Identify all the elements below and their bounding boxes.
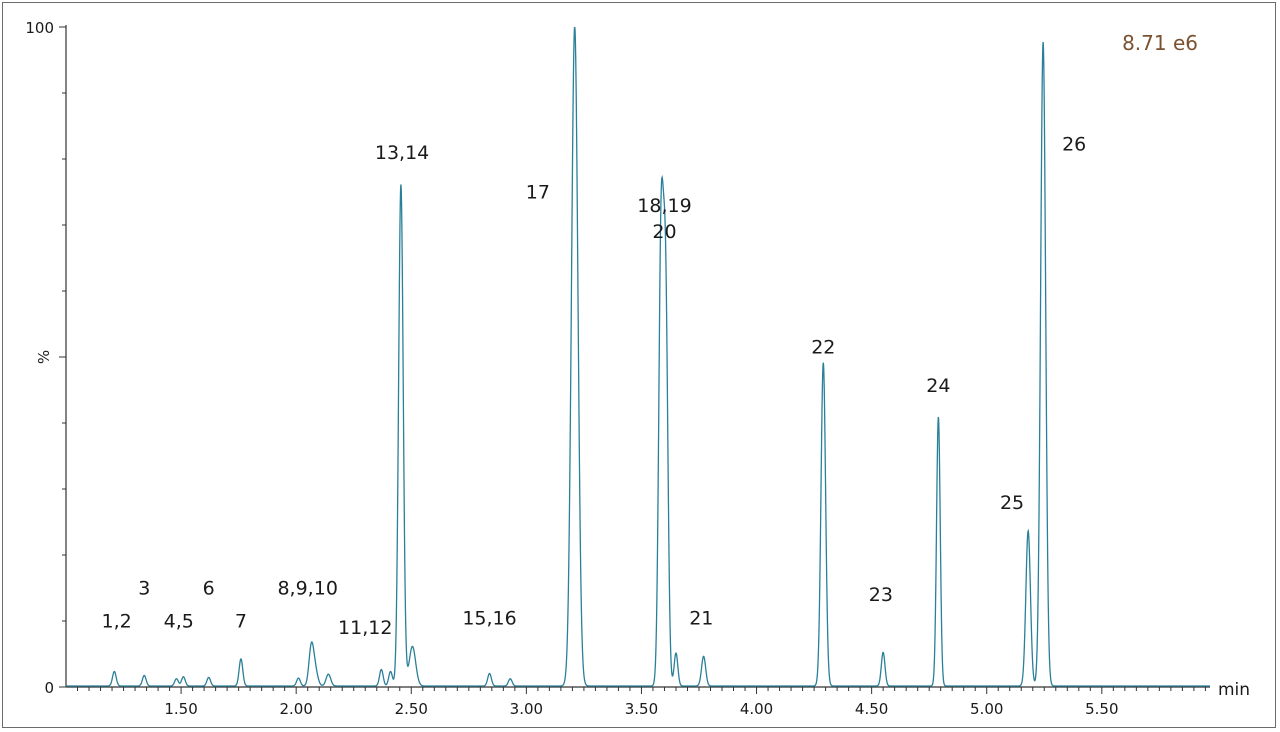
chromatogram-trace [66, 26, 1210, 687]
axis-ticks [59, 26, 1206, 694]
x-tick-label: 4.50 [855, 700, 888, 718]
intensity-label: 8.71 e6 [1122, 31, 1198, 55]
peak-label: 23 [869, 584, 893, 606]
peak-label: 17 [526, 182, 550, 204]
y-axis-label: % [35, 350, 53, 364]
peak-label: 21 [689, 607, 713, 629]
peak-label: 18,19 [637, 195, 691, 217]
peak-label: 1,2 [102, 611, 132, 633]
x-axis-label: min [1218, 680, 1250, 700]
x-tick-label: 5.00 [970, 700, 1003, 718]
peak-label: 22 [811, 337, 835, 359]
axes [65, 25, 1210, 688]
x-tick-label: 3.50 [625, 700, 658, 718]
x-tick-label: 5.50 [1085, 700, 1118, 718]
peak-label: 13,14 [375, 142, 429, 164]
x-tick-label: 4.00 [740, 700, 773, 718]
peak-label: 20 [652, 221, 676, 243]
y-tick-label: 100 [25, 19, 54, 37]
x-tick-label: 3.00 [510, 700, 543, 718]
axis-tick-labels: 1.50 2.00 2.50 3.00 3.50 4.00 4.50 5.00 5.50 0% 10… [25, 19, 1118, 718]
peak-label: 3 [138, 578, 150, 600]
peak-label: 11,12 [338, 617, 392, 639]
x-tick-label: 2.00 [279, 700, 312, 718]
x-tick-label: 2.50 [395, 700, 428, 718]
peak-label: 4,5 [164, 611, 194, 633]
peak-label: 6 [203, 578, 215, 600]
peak-label: 8,9,10 [277, 578, 337, 600]
peak-label: 25 [1000, 492, 1024, 514]
x-tick-label: 1.50 [164, 700, 197, 718]
y-tick-label: 0 [44, 679, 54, 697]
peak-label: 15,16 [462, 607, 516, 629]
peak-label: 7 [235, 611, 247, 633]
peak-label: 24 [926, 375, 950, 397]
peak-label: 26 [1062, 133, 1086, 155]
